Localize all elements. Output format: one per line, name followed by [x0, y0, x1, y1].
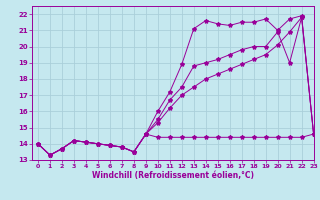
X-axis label: Windchill (Refroidissement éolien,°C): Windchill (Refroidissement éolien,°C): [92, 171, 254, 180]
